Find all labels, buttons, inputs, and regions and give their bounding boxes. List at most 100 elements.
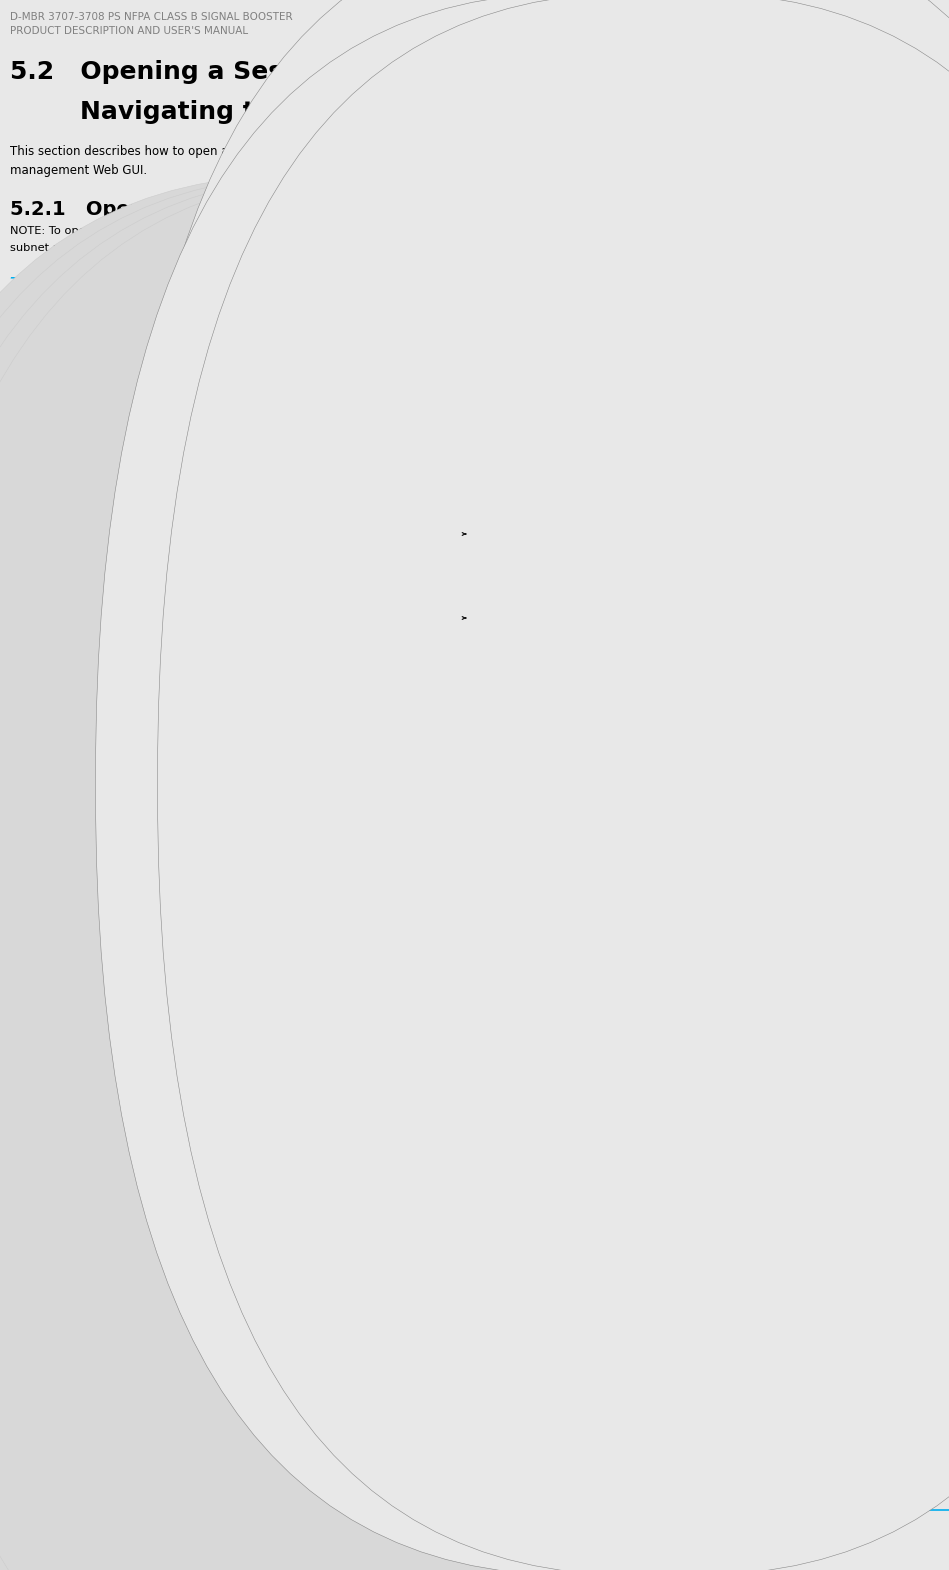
Text: subnet as that of the Booster. The booster factor set IP Address is: subnet as that of the Booster. The boost… — [10, 243, 388, 253]
Text: Page |: Page | — [10, 1540, 46, 1551]
Text: this capability. Otherwise, you need to ask your network administrator: this capability. Otherwise, you need to … — [474, 571, 681, 576]
FancyArrowPatch shape — [462, 532, 466, 535]
FancyBboxPatch shape — [470, 542, 938, 796]
Text: COBHAM: COBHAM — [695, 8, 846, 38]
Text: Rev. 1.0: Rev. 1.0 — [678, 1540, 719, 1550]
FancyBboxPatch shape — [611, 319, 621, 331]
Text: for the appropriate IP settings.: for the appropriate IP settings. — [474, 579, 565, 586]
FancyBboxPatch shape — [0, 221, 949, 268]
Text: O  Use the following DNS server addresses:: O Use the following DNS server addresses… — [474, 667, 603, 672]
Text: Subnet mask:: Subnet mask: — [480, 630, 521, 634]
Text: 36: 36 — [52, 1540, 66, 1550]
Text: to save the definitions.: to save the definitions. — [97, 721, 245, 733]
Text: •: • — [28, 887, 35, 900]
FancyBboxPatch shape — [583, 319, 593, 331]
FancyBboxPatch shape — [560, 636, 680, 645]
Text: Alternate DNS server:: Alternate DNS server: — [480, 692, 545, 697]
Text: 1.: 1. — [10, 301, 22, 316]
Text: 5.2   Opening a Session to the Booster and: 5.2 Opening a Session to the Booster and — [10, 60, 615, 85]
FancyBboxPatch shape — [470, 524, 938, 540]
FancyBboxPatch shape — [270, 334, 408, 411]
Text: http://192.168.1.253: http://192.168.1.253 — [38, 918, 167, 933]
FancyBboxPatch shape — [485, 319, 495, 331]
FancyBboxPatch shape — [0, 174, 854, 1570]
Text: O  Obtain DNS server address automatically: O Obtain DNS server address automaticall… — [474, 656, 605, 661]
Text: In the address line, enter the IP
address of the Booster.: In the address line, enter the IP addres… — [38, 887, 235, 918]
Text: ←: ← — [301, 964, 308, 973]
Text: 5.2.1   Open a First Time Local Web Session to the Booster: 5.2.1 Open a First Time Local Web Sessio… — [10, 199, 657, 218]
Text: General: General — [476, 543, 501, 549]
Text: You can get IP settings assigned automatically if your network supports: You can get IP settings assigned automat… — [474, 562, 685, 567]
Text: Preferred DNS server:: Preferred DNS server: — [480, 680, 545, 685]
Text: On the computer, access the Internet
Protocol Version 4 (TCP/IPv4)
Properties di: On the computer, access the Internet Pro… — [38, 619, 273, 667]
FancyBboxPatch shape — [499, 319, 509, 331]
Text: •: • — [28, 721, 35, 733]
FancyBboxPatch shape — [265, 410, 415, 425]
Text: 255 . 255 . 255 . 0: 255 . 255 . 255 . 0 — [563, 626, 618, 631]
FancyBboxPatch shape — [513, 319, 523, 331]
FancyBboxPatch shape — [0, 174, 789, 1570]
Text: D-MBR 3707-3708 PS NFPA CLASS B SIGNAL BOOSTER: D-MBR 3707-3708 PS NFPA CLASS B SIGNAL B… — [10, 13, 292, 22]
FancyBboxPatch shape — [560, 612, 680, 622]
Text: Advanced...: Advanced... — [618, 708, 652, 713]
Text: Connect to the Boosters’ front panel: Connect to the Boosters’ front panel — [30, 301, 262, 316]
Text: Cobham Wireless –: Cobham Wireless – — [345, 1518, 447, 1528]
Text: Cancel: Cancel — [654, 783, 676, 790]
Text: OK: OK — [592, 783, 602, 790]
Text: 192.168.1.253.: 192.168.1.253. — [496, 243, 593, 253]
FancyBboxPatch shape — [560, 623, 680, 634]
Text: This section describes how to open a first time local session to the Booster and: This section describes how to open a fir… — [10, 144, 602, 177]
FancyBboxPatch shape — [158, 0, 949, 1570]
Text: Set subnet mask to 255.255.255.0: Set subnet mask to 255.255.255.0 — [38, 703, 255, 717]
FancyBboxPatch shape — [96, 0, 949, 1570]
FancyBboxPatch shape — [406, 961, 676, 977]
FancyBboxPatch shape — [625, 319, 635, 331]
FancyBboxPatch shape — [468, 521, 940, 801]
Text: Open a standard browser (e.g.
Chrome, IE or Firefox).: Open a standard browser (e.g. Chrome, IE… — [38, 856, 230, 885]
Text: PRODUCT DESCRIPTION AND USER'S MANUAL: PRODUCT DESCRIPTION AND USER'S MANUAL — [10, 27, 248, 36]
Text: ): ) — [164, 688, 169, 700]
FancyArrowPatch shape — [462, 617, 466, 620]
Text: (e.g. 192.168.1.: (e.g. 192.168.1. — [38, 688, 138, 700]
FancyBboxPatch shape — [555, 319, 565, 331]
Text: C: C — [345, 964, 352, 973]
Text: 2.: 2. — [10, 524, 22, 537]
Text: x: x — [263, 672, 271, 685]
Text: port using the supplied Ethernet cable.: port using the supplied Ethernet cable. — [30, 319, 274, 331]
Text: Doc. No. 00060CDUM: Doc. No. 00060CDUM — [345, 1540, 456, 1550]
Text: 9: 9 — [155, 688, 163, 700]
Text: NOTE: To open a local session to the booster, the setup computer IP Address must: NOTE: To open a local session to the boo… — [10, 226, 568, 236]
Text: IP address:: IP address: — [480, 617, 512, 622]
Text: •: • — [28, 856, 35, 868]
Text: •: • — [28, 703, 35, 717]
FancyBboxPatch shape — [275, 342, 402, 408]
Text: Configure an IP address 192.168.1.: Configure an IP address 192.168.1. — [38, 672, 258, 685]
Text: Default gateway:: Default gateway: — [480, 641, 530, 645]
FancyBboxPatch shape — [250, 308, 690, 498]
FancyBboxPatch shape — [541, 319, 551, 331]
FancyBboxPatch shape — [653, 319, 663, 331]
Text: Navigating the GUI: Navigating the GUI — [10, 100, 348, 124]
Text: Click: Click — [38, 721, 72, 733]
Text: 192.168.1.253: 192.168.1.253 — [410, 964, 487, 973]
Text: To open a local session to the booster:: To open a local session to the booster: — [10, 276, 298, 289]
Text: •: • — [28, 619, 35, 631]
Text: Coverage: Coverage — [432, 1518, 482, 1528]
Text: 3.: 3. — [10, 835, 22, 848]
Text: OK: OK — [76, 721, 96, 733]
FancyBboxPatch shape — [480, 330, 680, 455]
Text: 192.168.1.253.: 192.168.1.253. — [28, 597, 124, 606]
FancyBboxPatch shape — [527, 319, 537, 331]
Text: →: → — [324, 964, 331, 973]
FancyBboxPatch shape — [0, 174, 832, 1570]
Text: •: • — [28, 672, 35, 685]
FancyBboxPatch shape — [390, 961, 404, 977]
FancyBboxPatch shape — [0, 174, 810, 1570]
Text: Ethernet cable: Ethernet cable — [357, 465, 433, 476]
Text: O  Use the following IP address:: O Use the following IP address: — [474, 604, 568, 609]
FancyBboxPatch shape — [597, 319, 607, 331]
Text: www.cobham.com/wireless: www.cobham.com/wireless — [10, 1518, 151, 1528]
Text: Ethernet: Ethernet — [278, 301, 339, 316]
Text: 192.168 . 1 . 9: 192.168 . 1 . 9 — [563, 614, 605, 619]
